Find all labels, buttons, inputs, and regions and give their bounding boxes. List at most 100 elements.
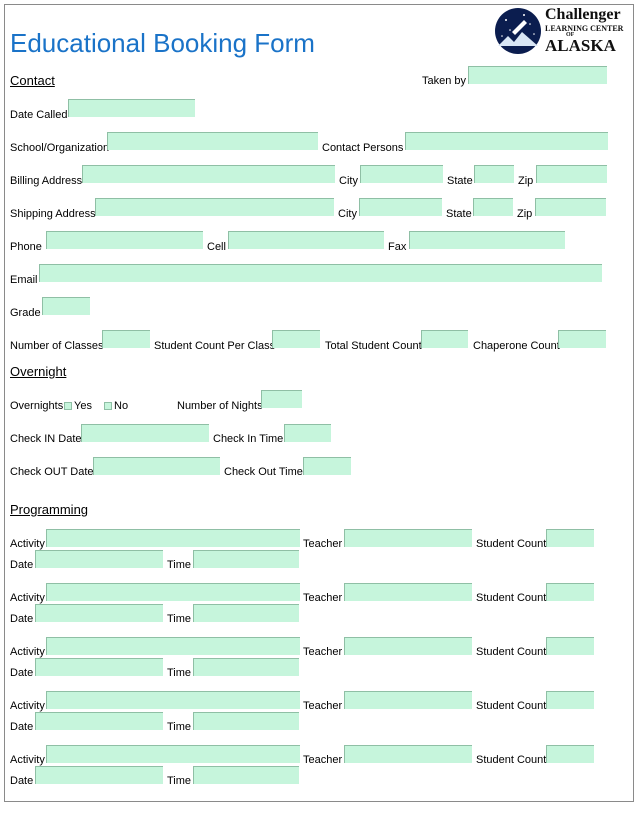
activity-field[interactable] [46,529,300,547]
check-out-time-field[interactable] [303,457,351,475]
time-field[interactable] [193,712,299,730]
time-field[interactable] [193,550,299,568]
email-field[interactable] [39,264,602,282]
shipping-zip-label: Zip [517,208,533,220]
date-label: Date [10,559,34,571]
teacher-field[interactable] [344,691,472,709]
logo-line2: LEARNING CENTER [545,24,624,33]
number-of-nights-field[interactable] [261,390,302,408]
billing-zip-label: Zip [518,175,534,187]
grade-field[interactable] [42,297,90,315]
teacher-label: Teacher [303,592,343,604]
shipping-state-field[interactable] [473,198,513,216]
student-count-label: Student Count [476,592,547,604]
check-in-date-label: Check IN Date [10,433,82,445]
chaperone-count-label: Chaperone Count [473,340,560,352]
shipping-city-label: City [338,208,357,220]
date-field[interactable] [35,550,163,568]
overnights-no-label: No [114,400,129,412]
challenger-logo [495,8,541,54]
school-field[interactable] [107,132,318,150]
contact-persons-label: Contact Persons [322,142,404,154]
contact-persons-field[interactable] [405,132,608,150]
school-label: School/Organization [10,142,110,154]
teacher-label: Teacher [303,754,343,766]
date-label: Date [10,667,34,679]
time-field[interactable] [193,766,299,784]
check-in-time-field[interactable] [284,424,331,442]
activity-field[interactable] [46,691,300,709]
date-label: Date [10,613,34,625]
time-label: Time [167,613,192,625]
shipping-city-field[interactable] [359,198,442,216]
billing-zip-field[interactable] [536,165,607,183]
billing-address-field[interactable] [82,165,335,183]
activity-label: Activity [10,592,45,604]
activity-field[interactable] [46,745,300,763]
time-label: Time [167,721,192,733]
shipping-zip-field[interactable] [535,198,606,216]
shipping-state-label: State [446,208,472,220]
time-label: Time [167,559,192,571]
student-count-label: Student Count [476,754,547,766]
date-field[interactable] [35,712,163,730]
student-count-field[interactable] [546,637,594,655]
time-field[interactable] [193,604,299,622]
overnights-no-checkbox[interactable] [104,402,112,410]
student-count-label: Student Count [476,646,547,658]
check-out-date-field[interactable] [93,457,220,475]
taken-by-label: Taken by [422,75,467,87]
date-field[interactable] [35,766,163,784]
billing-state-label: State [447,175,473,187]
student-count-field[interactable] [546,691,594,709]
billing-address-label: Billing Address [10,175,83,187]
time-field[interactable] [193,658,299,676]
teacher-label: Teacher [303,646,343,658]
taken-by-field[interactable] [468,66,607,84]
shipping-address-field[interactable] [95,198,334,216]
date-label: Date [10,721,34,733]
billing-city-field[interactable] [360,165,443,183]
check-out-time-label: Check Out Time [224,466,303,478]
overnights-yes-label: Yes [74,400,92,412]
overnight-heading: Overnight [10,364,67,379]
student-count-per-class-field[interactable] [272,330,320,348]
number-of-classes-label: Number of Classes [10,340,104,352]
cell-field[interactable] [228,231,384,249]
activity-label: Activity [10,700,45,712]
student-count-field[interactable] [546,745,594,763]
shipping-address-label: Shipping Address [10,208,96,220]
cell-label: Cell [207,241,226,253]
check-in-date-field[interactable] [81,424,209,442]
total-student-count-field[interactable] [421,330,468,348]
contact-heading: Contact [10,73,55,88]
number-of-nights-label: Number of Nights [177,400,263,412]
programming-heading: Programming [10,502,89,517]
phone-label: Phone [10,241,42,253]
teacher-field[interactable] [344,745,472,763]
overnights-label: Overnights [10,400,64,412]
billing-state-field[interactable] [474,165,514,183]
chaperone-count-field[interactable] [558,330,606,348]
date-field[interactable] [35,658,163,676]
student-count-field[interactable] [546,529,594,547]
student-count-label: Student Count [476,538,547,550]
date-field[interactable] [35,604,163,622]
phone-field[interactable] [46,231,203,249]
teacher-label: Teacher [303,700,343,712]
teacher-field[interactable] [344,529,472,547]
email-label: Email [10,274,38,286]
activity-field[interactable] [46,583,300,601]
student-count-field[interactable] [546,583,594,601]
teacher-field[interactable] [344,583,472,601]
date-called-label: Date Called [10,109,68,121]
fax-label: Fax [388,241,407,253]
activity-label: Activity [10,754,45,766]
fax-field[interactable] [409,231,565,249]
date-called-field[interactable] [68,99,195,117]
activity-field[interactable] [46,637,300,655]
number-of-classes-field[interactable] [102,330,150,348]
teacher-field[interactable] [344,637,472,655]
overnights-yes-checkbox[interactable] [64,402,72,410]
logo-line4: ALASKA [545,36,616,55]
